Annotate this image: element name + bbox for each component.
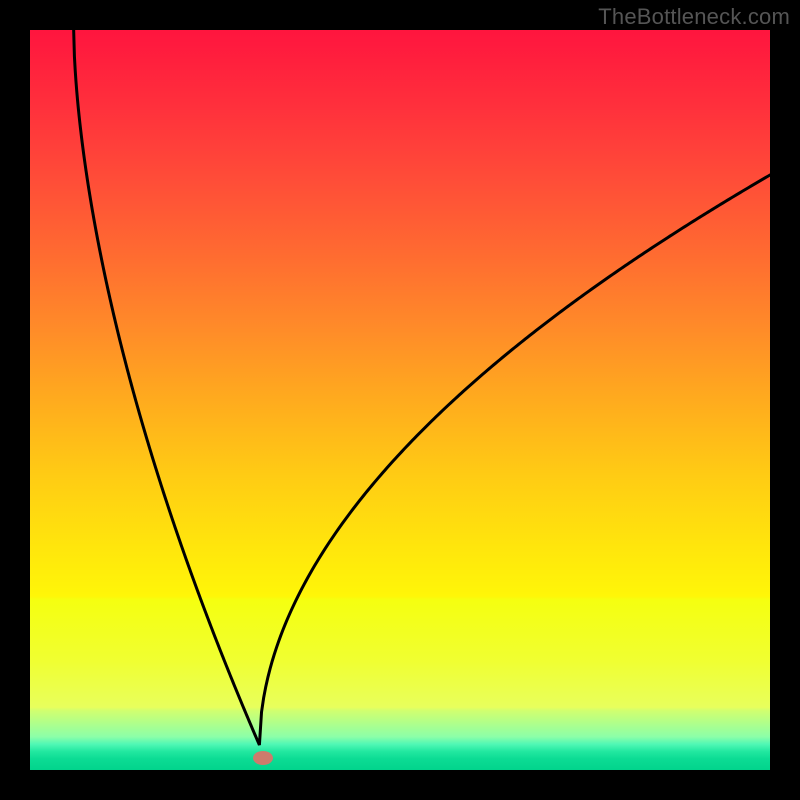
bottleneck-chart — [0, 0, 800, 800]
plot-area-gradient — [30, 30, 770, 770]
optimum-marker — [253, 751, 273, 765]
watermark-text: TheBottleneck.com — [598, 4, 790, 30]
